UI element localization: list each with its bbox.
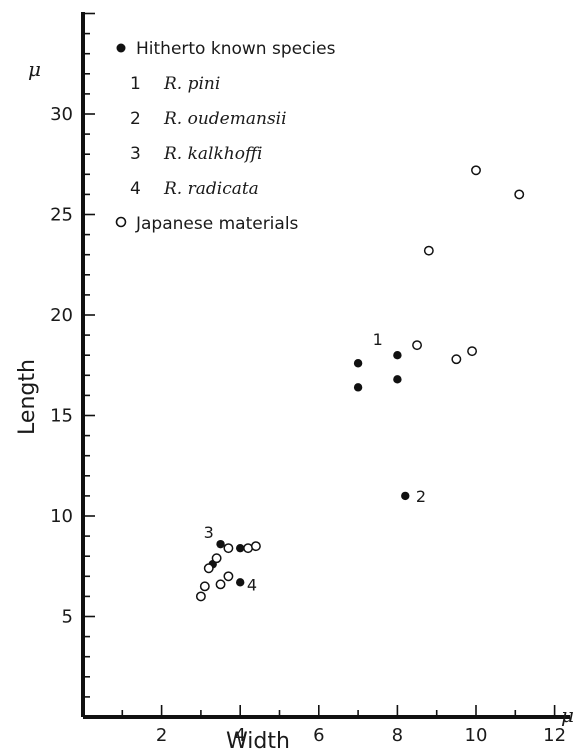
legend-species-2-name: R. oudemansii — [163, 109, 287, 129]
y-axis-unit: μ — [28, 57, 41, 81]
y-tick-label: 10 — [50, 506, 73, 527]
legend-species-4-name: R. radicata — [163, 179, 259, 199]
legend-species-2-number: 2 — [130, 109, 141, 129]
japanese-material-point — [195, 591, 206, 602]
known-species-point — [236, 543, 245, 553]
data-points — [195, 165, 525, 602]
x-axis-unit: μ — [561, 703, 574, 727]
japanese-material-point — [514, 189, 525, 200]
known-species-point — [401, 491, 410, 501]
japanese-material-point — [423, 245, 434, 256]
known-species-point — [236, 578, 245, 587]
known-species-point — [353, 359, 363, 368]
y-tick-label: 20 — [50, 305, 73, 326]
known-species-point — [353, 383, 363, 392]
legend-known-label: Hitherto known species — [136, 39, 336, 59]
known-species-point — [393, 351, 402, 360]
point-annotations: 1 2 3 4 — [204, 330, 426, 594]
tick-marks — [83, 12, 556, 717]
x-tick-label: 10 — [465, 725, 488, 746]
japanese-material-point — [215, 579, 226, 590]
legend-species-3-number: 3 — [130, 144, 141, 164]
y-tick-label: 30 — [50, 104, 73, 125]
x-tick-label: 2 — [156, 725, 167, 746]
y-axis-title: Length — [15, 359, 40, 435]
japanese-material-point — [199, 581, 210, 592]
known-species-point — [216, 539, 225, 549]
japanese-material-point — [412, 340, 422, 351]
legend-species-3-name: R. kalkhoffi — [163, 144, 262, 164]
legend-japanese-marker — [115, 216, 127, 228]
legend-species-1-number: 1 — [130, 74, 141, 94]
legend-species-4-number: 4 — [130, 179, 141, 199]
y-tick-label: 15 — [50, 406, 73, 427]
japanese-material-point — [203, 563, 214, 574]
species-number-label: 1 — [373, 330, 383, 349]
y-tick-label: 5 — [62, 607, 73, 628]
legend-species-1-name: R. pini — [163, 74, 220, 94]
japanese-material-point — [211, 553, 222, 564]
x-tick-label: 6 — [313, 725, 324, 746]
japanese-material-point — [223, 571, 234, 582]
japanese-material-point — [223, 543, 234, 554]
species-number-label: 3 — [204, 523, 214, 542]
japanese-material-point — [451, 354, 462, 365]
x-tick-label: 12 — [543, 725, 566, 746]
japanese-material-point — [471, 165, 481, 176]
japanese-material-point — [467, 346, 478, 357]
japanese-material-point — [243, 543, 254, 554]
legend: Hitherto known species 1 R. pini 2 R. ou… — [115, 39, 336, 234]
known-species-point — [393, 375, 402, 384]
species-number-label: 2 — [416, 487, 426, 506]
species-number-label: 4 — [247, 575, 257, 594]
japanese-material-point — [250, 541, 261, 552]
x-tick-label: 4 — [234, 725, 245, 746]
y-tick-label: 25 — [50, 205, 73, 226]
legend-japanese-label: Japanese materials — [135, 214, 299, 234]
x-tick-label: 8 — [392, 725, 403, 746]
legend-known-marker — [116, 43, 126, 53]
x-axis-title: Width — [226, 729, 290, 751]
